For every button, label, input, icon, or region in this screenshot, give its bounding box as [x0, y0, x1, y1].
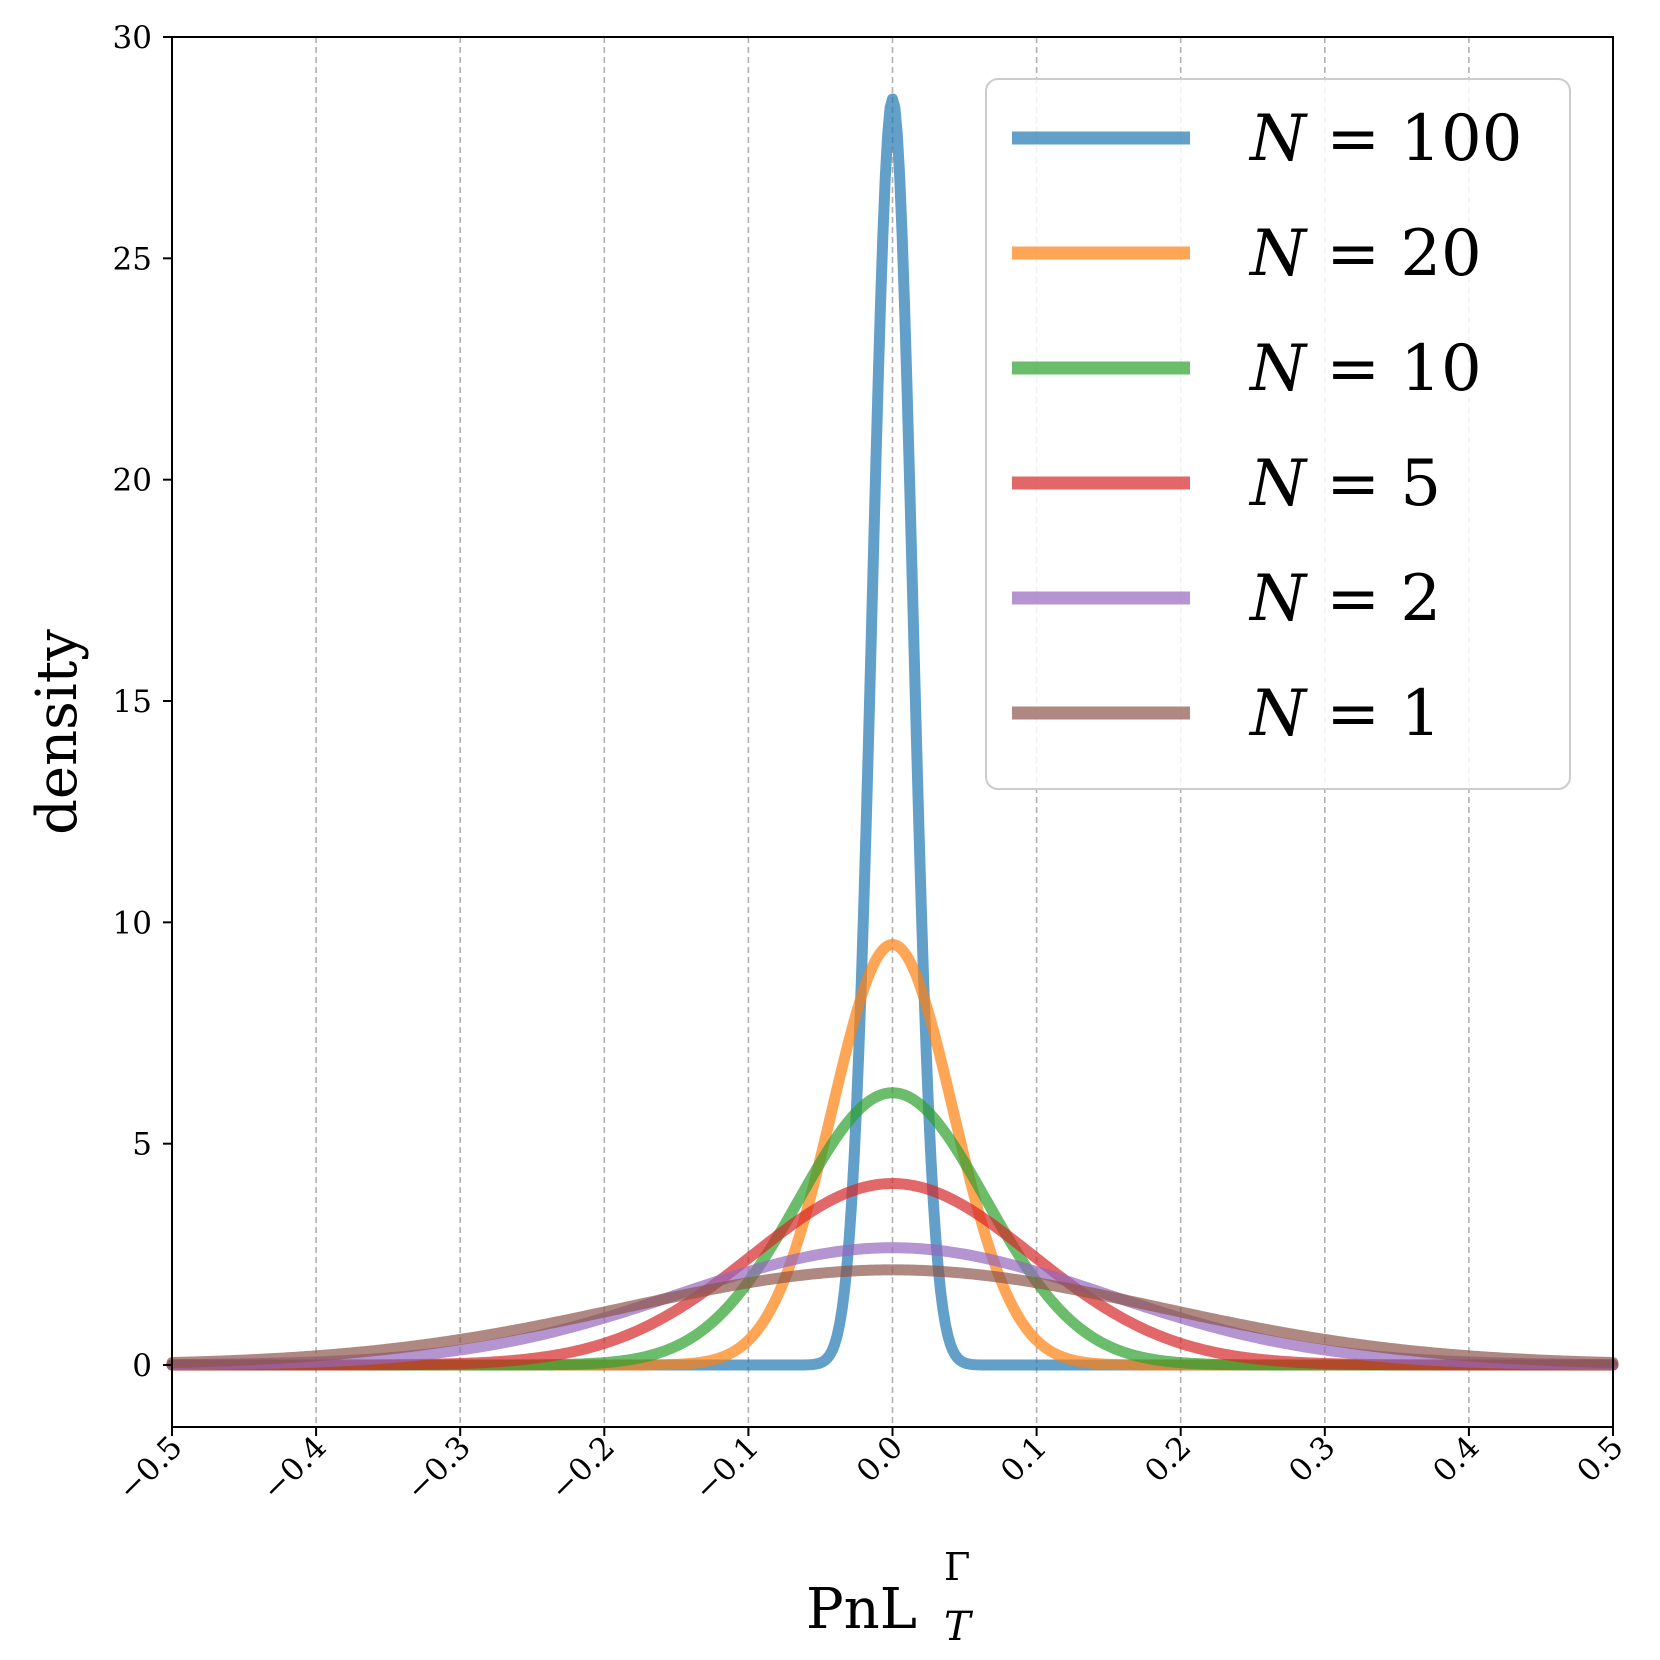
y-tick-label-2: 10 [113, 905, 152, 941]
x-tick-label-3: −0.2 [543, 1429, 622, 1508]
y-tick-label-3: 15 [113, 684, 152, 720]
x-tick-label-9: 0.4 [1426, 1429, 1486, 1489]
legend-label-5: N = 5 [1248, 447, 1441, 521]
x-tick-label-2: −0.3 [399, 1429, 478, 1508]
y-tick-label-5: 25 [113, 241, 152, 277]
x-tick-label-6: 0.1 [994, 1429, 1054, 1489]
x-axis-label-subscript: T [944, 1604, 974, 1650]
y-axis-label: density [25, 629, 90, 835]
x-tick-label-5: 0.0 [850, 1429, 910, 1489]
legend-label-10: N = 10 [1248, 332, 1482, 406]
legend-label-2: N = 2 [1248, 562, 1441, 636]
legend-entry-2: N = 2 [1012, 562, 1441, 636]
legend-entries: N = 100 N = 20 N = 10 N = 5 N = 2 N = 1 [1012, 102, 1522, 751]
legend-entry-100: N = 100 [1012, 102, 1522, 176]
y-tick-label-4: 20 [113, 463, 152, 499]
x-axis-label-superscript: Γ [944, 1545, 970, 1589]
legend-entry-20: N = 20 [1012, 217, 1482, 291]
x-ticks: −0.5 −0.4 −0.3 −0.2 −0.1 0.0 0.1 0.2 0.3 0.4 0.5 [111, 1427, 1631, 1508]
x-tick-label-0: −0.5 [111, 1429, 190, 1508]
legend-label-100: N = 100 [1248, 102, 1522, 176]
legend-label-1: N = 1 [1248, 677, 1441, 751]
series-line-1 [166, 1264, 1619, 1369]
x-tick-label-10: 0.5 [1570, 1429, 1630, 1489]
y-tick-label-6: 30 [113, 20, 152, 56]
x-axis-label: PnL Γ T [806, 1545, 974, 1650]
legend-entry-10: N = 10 [1012, 332, 1482, 406]
series-line-5 [166, 1178, 1619, 1371]
x-axis-label-main: PnL [806, 1577, 917, 1642]
x-tick-label-1: −0.4 [255, 1429, 334, 1508]
legend-label-20: N = 20 [1248, 217, 1482, 291]
y-tick-label-1: 5 [132, 1127, 152, 1163]
x-tick-label-8: 0.3 [1282, 1429, 1342, 1489]
y-tick-label-0: 0 [132, 1348, 152, 1384]
y-ticks: 0 5 10 15 20 25 30 [113, 20, 172, 1384]
series-line-2 [166, 1242, 1619, 1371]
legend-entry-1: N = 1 [1012, 677, 1441, 751]
series-lines [166, 93, 1619, 1371]
legend-entry-5: N = 5 [1012, 447, 1441, 521]
x-tick-label-4: −0.1 [687, 1429, 766, 1508]
legend: N = 100 N = 20 N = 10 N = 5 N = 2 N = 1 [985, 78, 1571, 790]
x-tick-label-7: 0.2 [1138, 1429, 1198, 1489]
